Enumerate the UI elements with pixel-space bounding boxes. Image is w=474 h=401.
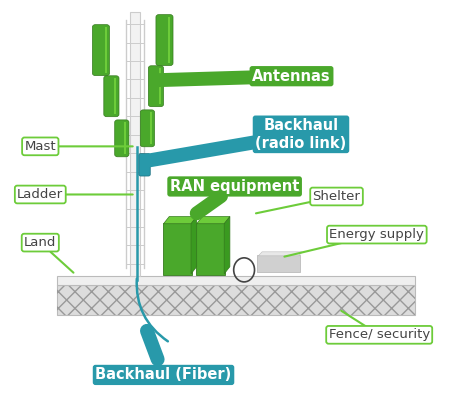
FancyBboxPatch shape xyxy=(168,17,170,63)
Polygon shape xyxy=(197,217,230,224)
FancyBboxPatch shape xyxy=(148,66,164,107)
FancyBboxPatch shape xyxy=(140,110,155,147)
FancyBboxPatch shape xyxy=(156,15,173,65)
FancyBboxPatch shape xyxy=(92,25,109,75)
FancyBboxPatch shape xyxy=(57,285,415,315)
Text: Ladder: Ladder xyxy=(17,188,64,201)
FancyBboxPatch shape xyxy=(114,78,116,114)
FancyBboxPatch shape xyxy=(124,122,126,154)
FancyBboxPatch shape xyxy=(159,68,161,104)
FancyBboxPatch shape xyxy=(139,154,150,176)
Text: Backhaul
(radio link): Backhaul (radio link) xyxy=(255,118,346,150)
FancyBboxPatch shape xyxy=(115,120,129,157)
FancyBboxPatch shape xyxy=(150,112,152,144)
Text: Land: Land xyxy=(24,236,56,249)
Text: Fence/ security: Fence/ security xyxy=(328,328,430,341)
FancyBboxPatch shape xyxy=(130,12,140,276)
FancyBboxPatch shape xyxy=(257,255,300,272)
FancyBboxPatch shape xyxy=(104,76,119,117)
Polygon shape xyxy=(164,217,197,224)
Polygon shape xyxy=(258,252,302,256)
Text: RAN equipment: RAN equipment xyxy=(170,179,299,194)
FancyBboxPatch shape xyxy=(196,223,225,275)
FancyBboxPatch shape xyxy=(105,27,107,73)
Text: Energy supply: Energy supply xyxy=(329,228,424,241)
Text: Backhaul (Fiber): Backhaul (Fiber) xyxy=(95,367,232,383)
Text: Shelter: Shelter xyxy=(312,190,361,203)
Polygon shape xyxy=(191,217,197,274)
FancyBboxPatch shape xyxy=(163,223,192,275)
Polygon shape xyxy=(224,217,230,274)
FancyBboxPatch shape xyxy=(57,276,415,285)
Text: Mast: Mast xyxy=(25,140,56,153)
Text: Antennas: Antennas xyxy=(252,69,331,84)
